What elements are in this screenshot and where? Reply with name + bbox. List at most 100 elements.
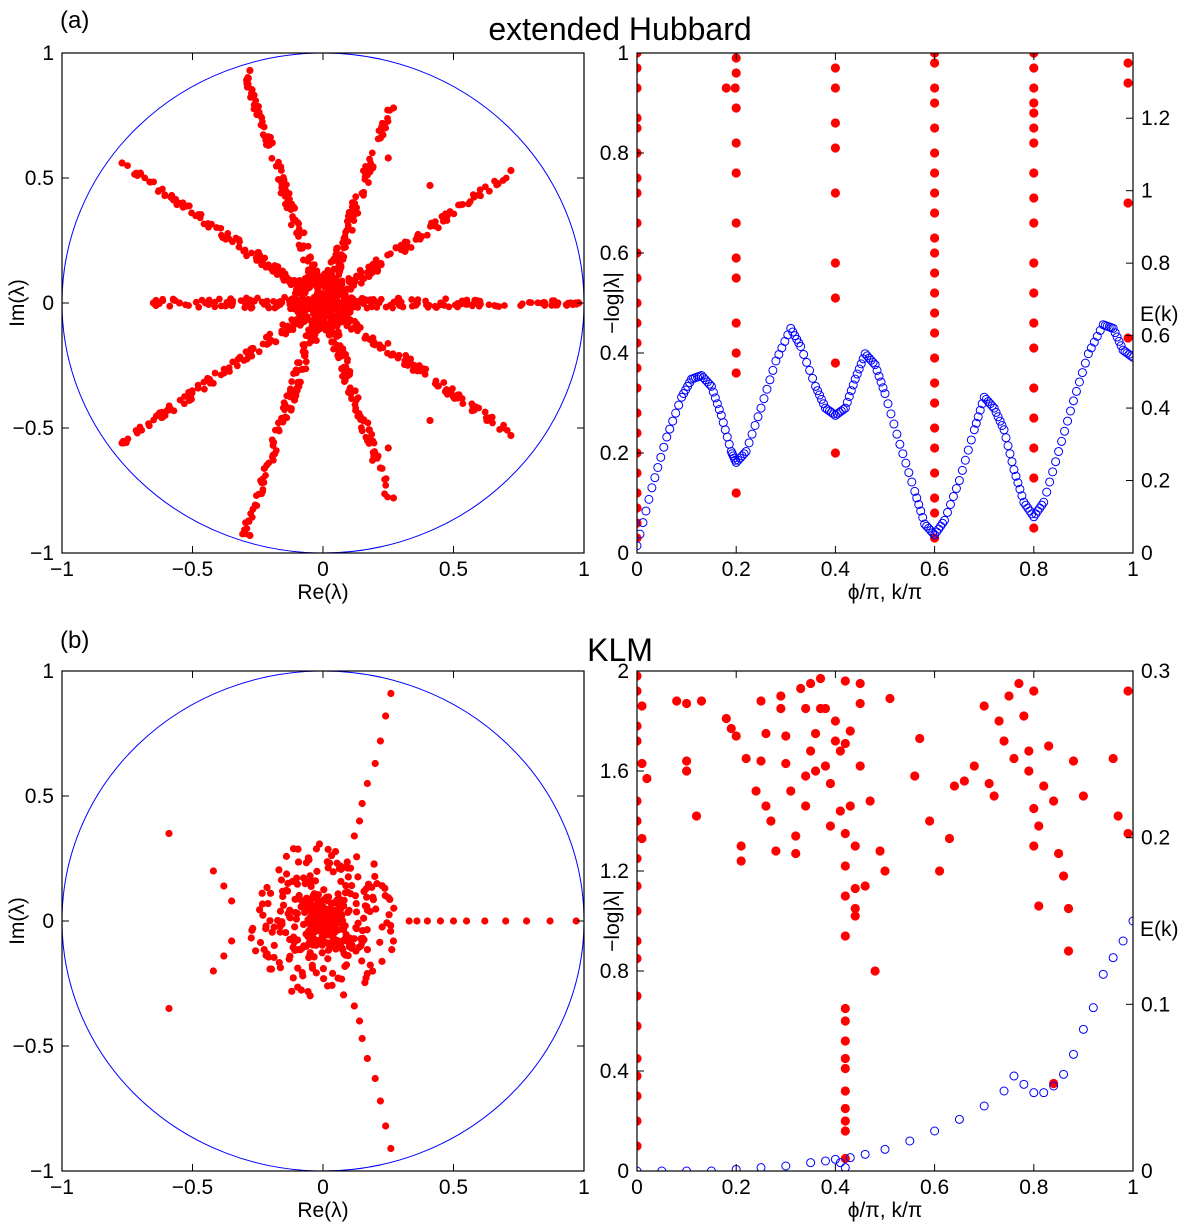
energy-point	[989, 403, 999, 413]
eigenvalue-point	[343, 322, 351, 330]
entanglement-point	[691, 811, 702, 821]
eigenvalue-point	[286, 298, 294, 306]
eigenvalue-point	[328, 981, 336, 989]
eigenvalue-point	[329, 868, 337, 876]
eigenvalue-point	[294, 858, 303, 866]
eigenvalue-point	[489, 419, 496, 427]
entanglement-point	[930, 168, 940, 178]
eigenvalue-point	[281, 293, 288, 301]
eigenvalue-point	[344, 873, 352, 881]
eigenvalue-point	[279, 901, 288, 909]
energy-point	[878, 383, 888, 393]
eigenvalue-point	[331, 847, 340, 856]
energy-point	[848, 380, 858, 390]
eigenvalue-point	[235, 243, 243, 251]
eigenvalue-point	[165, 829, 173, 838]
entanglement-point	[731, 218, 741, 228]
energy-point	[762, 384, 772, 394]
eigenvalue-point	[255, 348, 263, 356]
energy-point	[1063, 416, 1073, 426]
eigenvalue-point	[502, 174, 510, 182]
eigenvalue-point	[459, 201, 466, 208]
eigenvalue-point	[309, 261, 317, 269]
energy-point	[653, 462, 663, 472]
energy-point	[796, 341, 806, 351]
entanglement-point	[637, 758, 647, 769]
eigenvalue-point	[320, 886, 328, 894]
y-tick-label: 0.8	[600, 142, 629, 165]
entanglement-point	[637, 113, 642, 123]
entanglement-point	[1049, 1078, 1059, 1089]
energy-point	[1029, 1088, 1039, 1098]
entanglement-point	[1068, 756, 1079, 766]
eigenvalue-point	[410, 362, 418, 369]
eigenvalue-point	[172, 195, 180, 203]
eigenvalue-point	[292, 366, 300, 374]
y-tick-label: 1	[42, 42, 54, 65]
entanglement-point	[1049, 796, 1059, 806]
eigenvalue-point	[421, 370, 429, 378]
eigenvalue-point	[476, 186, 484, 194]
eigenvalue-point	[259, 257, 266, 265]
eigenvalue-point	[293, 304, 300, 311]
eigenvalue-point	[337, 877, 345, 886]
entanglement-point	[682, 698, 692, 709]
energy-point	[997, 420, 1007, 430]
energy-point	[811, 381, 821, 391]
entanglement-point	[915, 733, 925, 744]
entanglement-point	[771, 846, 781, 856]
eigenvalue-point	[342, 882, 350, 890]
eigenvalue-point	[294, 964, 302, 972]
entanglement-point	[637, 1071, 642, 1081]
eigenvalue-point	[165, 1004, 173, 1013]
entanglement-point	[637, 83, 642, 93]
entanglement-point	[731, 368, 741, 378]
energy-point	[1005, 449, 1015, 459]
eigenvalue-point	[337, 862, 345, 870]
entanglement-point	[830, 118, 841, 128]
energy-point	[960, 455, 970, 465]
eigenvalue-point	[293, 880, 301, 888]
entanglement-point	[637, 338, 642, 348]
entanglement-point	[830, 83, 841, 93]
x-tick-label: −1	[50, 1176, 74, 1199]
y2-tick-label: 0.1	[1141, 993, 1170, 1016]
eigenvalue-point	[209, 867, 217, 875]
energy-point	[872, 365, 882, 375]
energy-point	[987, 401, 997, 411]
energy-point	[1071, 386, 1081, 396]
eigenvalue-point	[294, 359, 301, 366]
eigenvalue-point	[360, 191, 367, 199]
entanglement-point	[930, 123, 940, 133]
entanglement-point	[801, 801, 811, 811]
eigenvalue-point	[353, 853, 361, 861]
eigenvalue-point	[370, 860, 378, 868]
entanglement-point	[637, 1053, 642, 1064]
entanglement-point	[835, 746, 845, 756]
eigenvalue-point	[274, 916, 282, 925]
eigenvalue-point	[334, 256, 342, 264]
energy-point	[1112, 332, 1122, 342]
eigenvalue-point	[384, 339, 392, 347]
eigenvalue-point	[258, 122, 266, 130]
energy-point	[802, 357, 812, 367]
panel-b-title: KLM	[587, 632, 653, 668]
eigenvalue-point	[253, 502, 261, 510]
entanglement-point	[637, 796, 642, 806]
energy-point	[904, 468, 914, 478]
eigenvalue-point	[271, 338, 279, 346]
eigenvalue-point	[302, 332, 310, 340]
entanglement-point	[815, 673, 826, 684]
energy-point	[671, 408, 681, 418]
eigenvalue-point	[258, 298, 266, 306]
y2-tick-label: 1.2	[1141, 107, 1170, 130]
energy-point	[1017, 491, 1027, 501]
entanglement-point	[796, 683, 806, 694]
eigenvalue-point	[463, 296, 471, 304]
entanglement-point	[994, 716, 1004, 726]
entanglement-point	[1004, 691, 1014, 701]
y-tick-label: 0	[617, 542, 629, 565]
eigenvalue-point	[287, 387, 294, 395]
eigenvalue-point	[413, 300, 420, 308]
eigenvalue-point	[340, 244, 348, 252]
